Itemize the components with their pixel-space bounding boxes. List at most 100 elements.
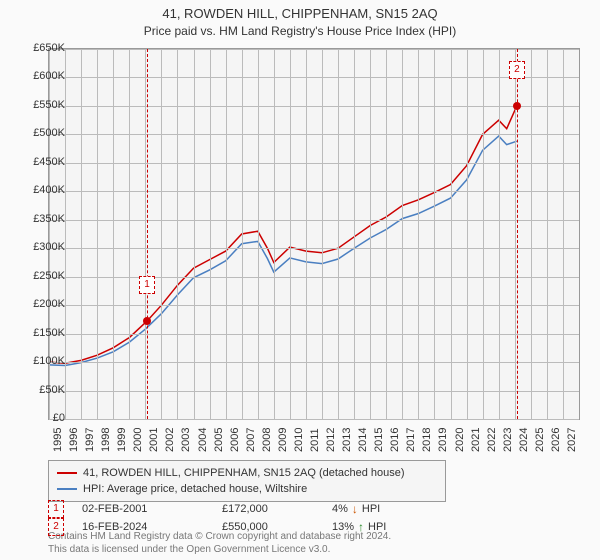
gridline-v [338, 49, 339, 419]
x-axis-label: 2018 [421, 428, 433, 452]
x-axis-label: 2025 [534, 428, 546, 452]
attribution-line2: This data is licensed under the Open Gov… [48, 543, 391, 556]
legend: 41, ROWDEN HILL, CHIPPENHAM, SN15 2AQ (d… [48, 460, 446, 502]
sale-row: 102-FEB-2001£172,0004%↓HPI [48, 500, 578, 518]
x-axis-label: 2007 [245, 428, 257, 452]
gridline-v [563, 49, 564, 419]
y-axis-label: £150K [20, 327, 65, 339]
gridline-v [306, 49, 307, 419]
x-axis-label: 1999 [116, 428, 128, 452]
legend-row: HPI: Average price, detached house, Wilt… [57, 481, 437, 497]
series-hpi [49, 136, 517, 365]
y-axis-label: £500K [20, 127, 65, 139]
sale-delta-pct: 13% [332, 521, 354, 533]
x-axis-label: 2012 [325, 428, 337, 452]
arrow-down-icon: ↓ [352, 502, 358, 516]
gridline-v [210, 49, 211, 419]
x-axis-label: 2009 [277, 428, 289, 452]
y-axis-label: £550K [20, 99, 65, 111]
x-axis-label: 2020 [454, 428, 466, 452]
legend-row: 41, ROWDEN HILL, CHIPPENHAM, SN15 2AQ (d… [57, 465, 437, 481]
chart-container: 41, ROWDEN HILL, CHIPPENHAM, SN15 2AQ Pr… [0, 0, 600, 560]
chart-subtitle: Price paid vs. HM Land Registry's House … [0, 21, 600, 42]
gridline-v [499, 49, 500, 419]
arrow-up-icon: ↑ [358, 520, 364, 534]
marker-dot [143, 317, 151, 325]
y-axis-label: £200K [20, 298, 65, 310]
x-axis-label: 1995 [52, 428, 64, 452]
x-axis-label: 2021 [470, 428, 482, 452]
sale-price: £172,000 [222, 503, 332, 515]
x-axis-label: 2011 [309, 428, 321, 452]
x-axis-label: 2005 [213, 428, 225, 452]
gridline-v [467, 49, 468, 419]
gridline-v [402, 49, 403, 419]
y-axis-label: £250K [20, 270, 65, 282]
sale-row: 2 16-FEB-2024£550,00013% ↑ HPI [48, 518, 578, 536]
marker-dot [513, 102, 521, 110]
sale-marker: 2 [48, 518, 64, 536]
y-axis-label: £450K [20, 156, 65, 168]
gridline-v [194, 49, 195, 419]
gridline-v [386, 49, 387, 419]
y-axis-label: £0 [20, 412, 65, 424]
x-axis-label: 2010 [293, 428, 305, 452]
marker-label: 1 [139, 276, 155, 294]
gridline-h [49, 419, 579, 420]
chart-title: 41, ROWDEN HILL, CHIPPENHAM, SN15 2AQ [0, 0, 600, 21]
sale-marker: 1 [48, 500, 64, 518]
legend-label: 41, ROWDEN HILL, CHIPPENHAM, SN15 2AQ (d… [83, 465, 405, 481]
x-axis-label: 2014 [357, 428, 369, 452]
gridline-v [242, 49, 243, 419]
y-axis-label: £300K [20, 241, 65, 253]
gridline-v [258, 49, 259, 419]
sale-delta-label: HPI [368, 521, 386, 533]
gridline-v [177, 49, 178, 419]
x-axis-label: 2027 [566, 428, 578, 452]
gridline-v [81, 49, 82, 419]
gridline-v [97, 49, 98, 419]
x-axis-label: 2006 [229, 428, 241, 452]
sale-delta: 13% ↑ HPI [332, 520, 386, 534]
marker-label: 2 [509, 61, 525, 79]
x-axis-label: 1997 [84, 428, 96, 452]
x-axis-label: 2003 [180, 428, 192, 452]
x-axis-label: 1996 [68, 428, 80, 452]
y-axis-label: £350K [20, 213, 65, 225]
gridline-v [322, 49, 323, 419]
gridline-v [354, 49, 355, 419]
x-axis-label: 2002 [164, 428, 176, 452]
x-axis-label: 2024 [518, 428, 530, 452]
gridline-v [290, 49, 291, 419]
y-axis-label: £400K [20, 184, 65, 196]
gridline-v [129, 49, 130, 419]
sale-date: 02-FEB-2001 [82, 503, 222, 515]
x-axis-label: 2016 [389, 428, 401, 452]
sale-delta: 4%↓HPI [332, 502, 380, 516]
gridline-v [370, 49, 371, 419]
sale-date: 16-FEB-2024 [82, 521, 222, 533]
legend-label: HPI: Average price, detached house, Wilt… [83, 481, 307, 497]
y-axis-label: £100K [20, 355, 65, 367]
sale-delta-pct: 4% [332, 503, 348, 515]
x-axis-label: 2001 [148, 428, 160, 452]
gridline-v [274, 49, 275, 419]
x-axis-label: 2008 [261, 428, 273, 452]
x-axis-label: 2015 [373, 428, 385, 452]
y-axis-label: £50K [20, 384, 65, 396]
x-axis-label: 2023 [502, 428, 514, 452]
x-axis-label: 2026 [550, 428, 562, 452]
x-axis-label: 2022 [486, 428, 498, 452]
marker-vline [147, 49, 148, 419]
gridline-v [451, 49, 452, 419]
gridline-v [418, 49, 419, 419]
y-axis-label: £650K [20, 42, 65, 54]
sale-price: £550,000 [222, 521, 332, 533]
gridline-v [113, 49, 114, 419]
gridline-v [161, 49, 162, 419]
plot-area: 12 [48, 48, 580, 420]
gridline-v [226, 49, 227, 419]
gridline-v [65, 49, 66, 419]
y-axis-label: £600K [20, 70, 65, 82]
x-axis-label: 1998 [100, 428, 112, 452]
